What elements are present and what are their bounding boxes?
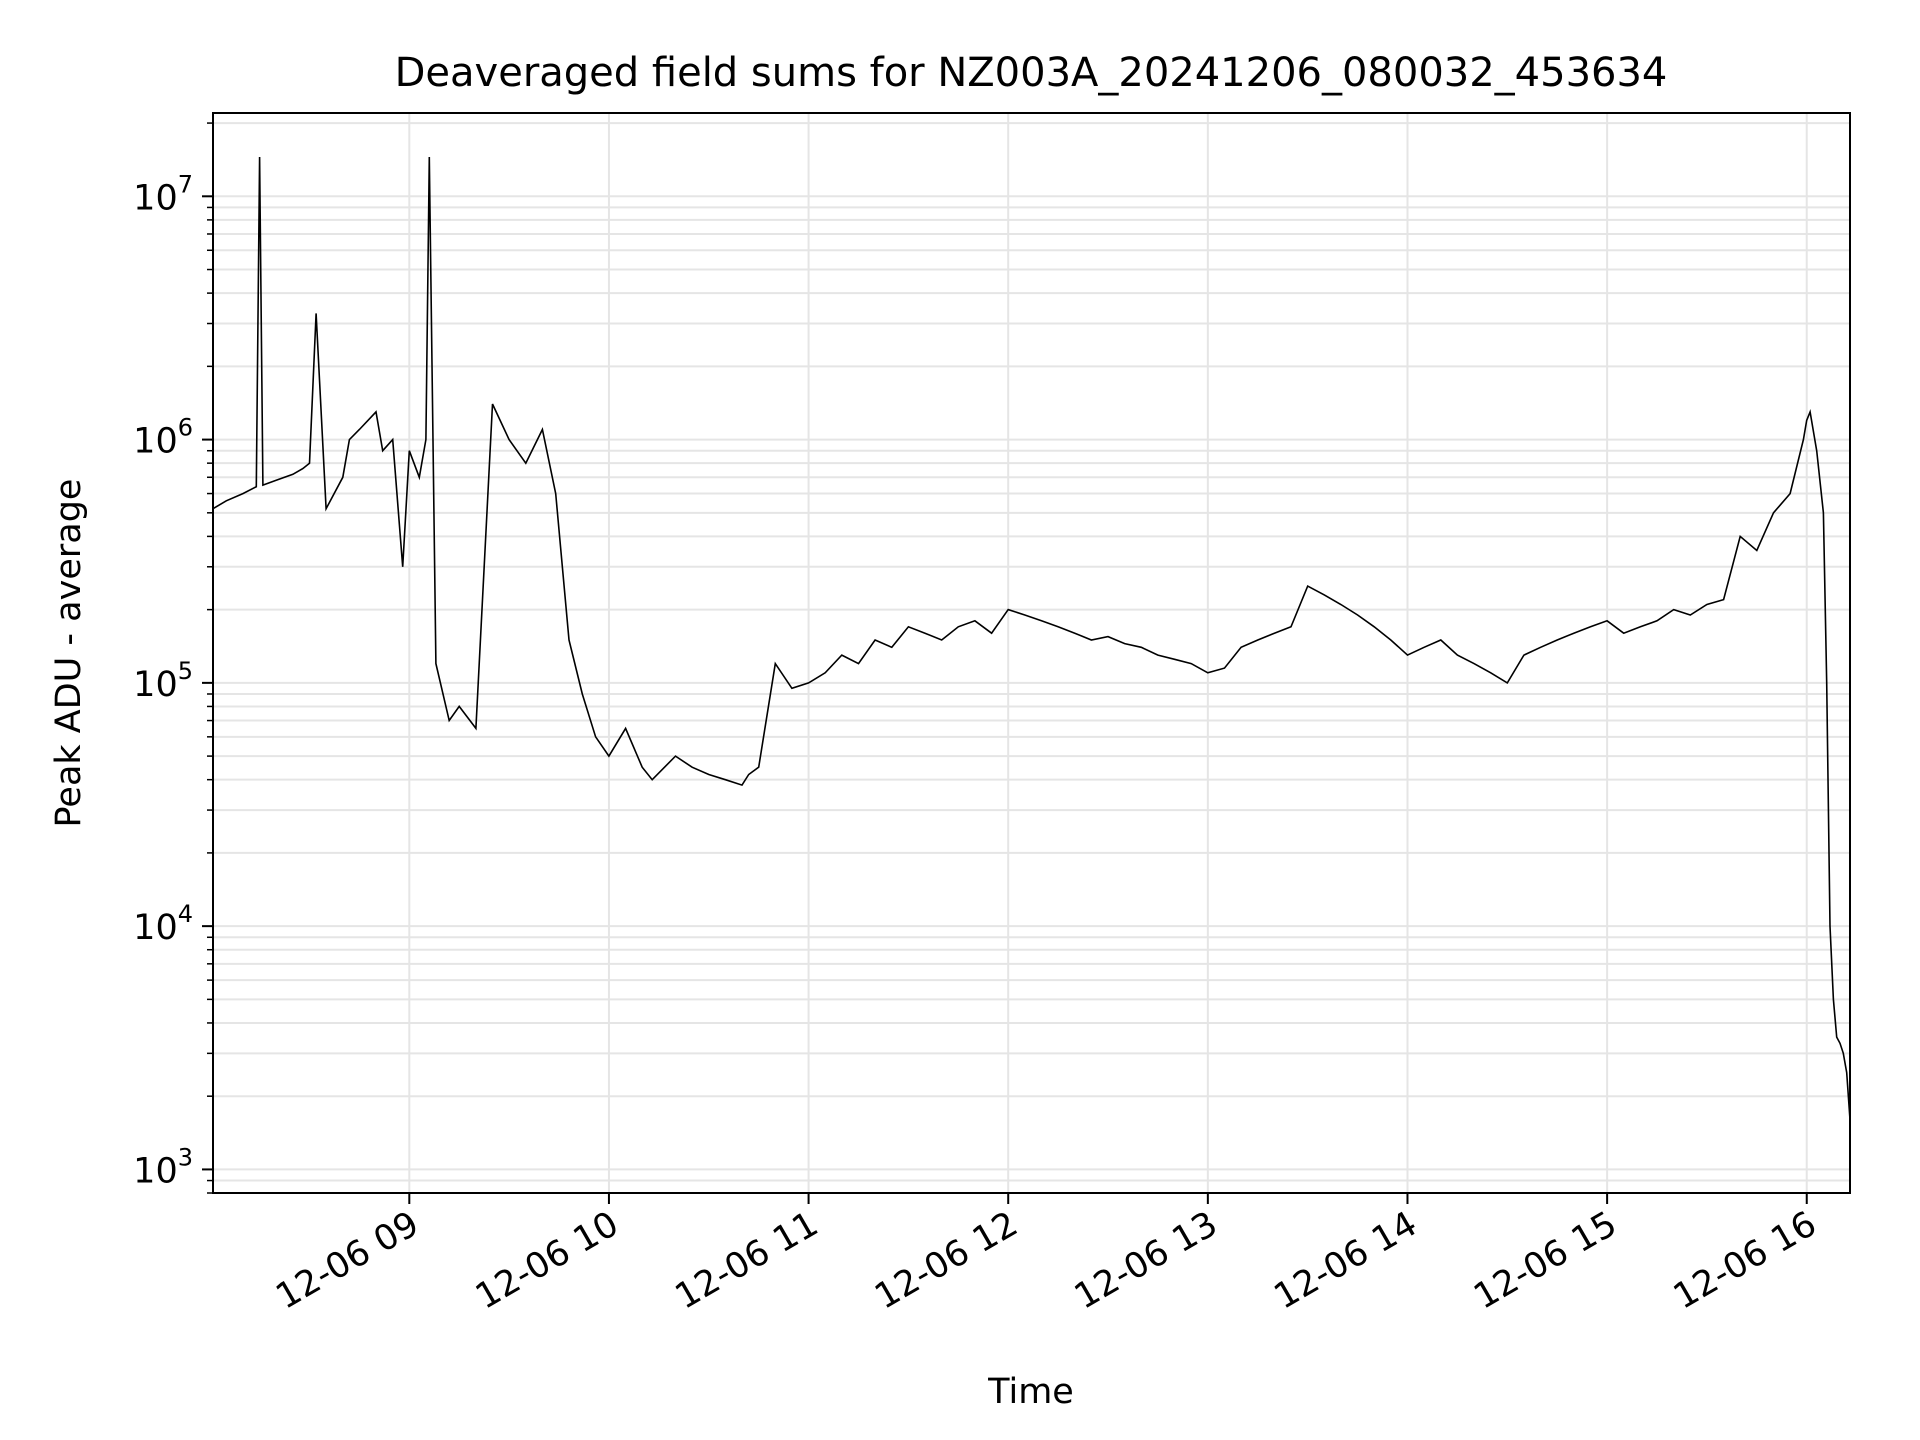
y-tick-label: 103	[133, 1143, 193, 1191]
data-series-line	[212, 156, 1851, 1120]
y-axis-label: Peak ADU - average	[49, 479, 89, 828]
chart-title: Deaveraged field sums for NZ003A_2024120…	[395, 50, 1668, 96]
data-line-layer	[212, 156, 1851, 1120]
gridlines	[213, 113, 1850, 1194]
plot-frame	[212, 112, 1851, 1194]
y-tick-label: 106	[133, 414, 193, 462]
x-axis-label: Time	[987, 1372, 1074, 1412]
y-tick-label: 107	[133, 170, 193, 218]
y-tick-label: 104	[133, 900, 193, 948]
y-tick-label: 105	[133, 657, 193, 705]
